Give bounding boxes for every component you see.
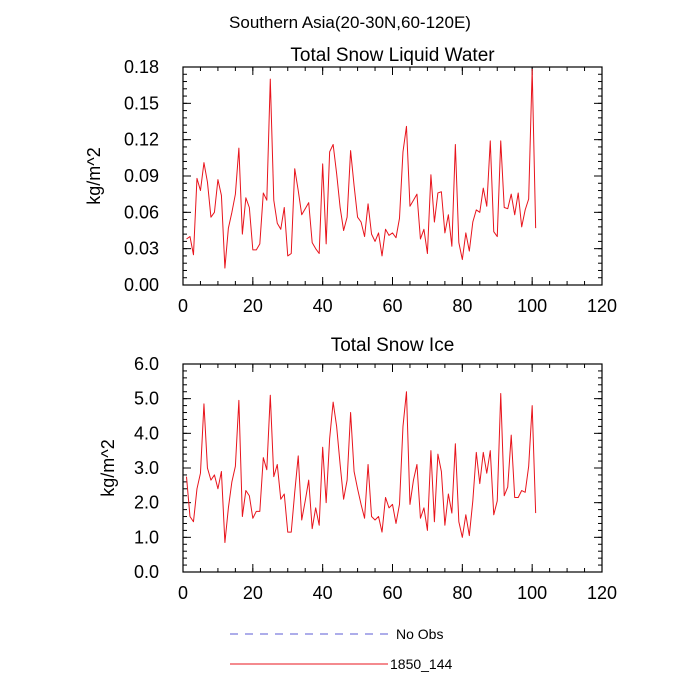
y-tick-label: 2.0 (134, 493, 159, 513)
x-tick-label: 120 (587, 583, 617, 603)
y-tick-label: 0.12 (124, 130, 159, 150)
x-tick-label: 80 (452, 296, 472, 316)
legend-label-1850-144: 1850_144 (390, 656, 453, 672)
x-tick-label: 20 (243, 296, 263, 316)
x-tick-label: 60 (382, 583, 402, 603)
y-tick-label: 5.0 (134, 389, 159, 409)
x-tick-label: 80 (452, 583, 472, 603)
plot-frame (182, 66, 603, 286)
x-tick-label: 100 (517, 583, 547, 603)
x-tick-label: 20 (243, 583, 263, 603)
figure-title: Southern Asia(20-30N,60-120E) (229, 13, 471, 32)
y-tick-label: 3.0 (134, 458, 159, 478)
y-tick-label: 0.09 (124, 166, 159, 186)
y-tick-label: 0.18 (124, 57, 159, 77)
y-tick-label: 0.0 (134, 562, 159, 582)
y-axis-label: kg/m^2 (98, 439, 118, 496)
y-tick-label: 6.0 (134, 354, 159, 374)
chart-panel-1: Total Snow Liquid Water 0 20 40 60 80 100 120 0.… (84, 45, 617, 316)
y-tick-label: 1.0 (134, 527, 159, 547)
y-axis-label: kg/m^2 (84, 147, 104, 204)
chart-title: Total Snow Liquid Water (290, 45, 495, 66)
y-tick-label: 4.0 (134, 423, 159, 443)
x-tick-label: 40 (313, 583, 333, 603)
series-line (186, 68, 537, 269)
y-tick-label: 0.00 (124, 275, 159, 295)
x-tick-label: 0 (178, 296, 188, 316)
x-tick-label: 100 (517, 296, 547, 316)
y-tick-label: 0.03 (124, 239, 159, 259)
x-tick-label: 120 (587, 296, 617, 316)
chart-title: Total Snow Ice (331, 335, 455, 356)
plot-frame (182, 363, 603, 573)
series-line (185, 391, 537, 544)
y-tick-label: 0.15 (124, 93, 159, 113)
x-tick-label: 60 (382, 296, 402, 316)
x-tick-label: 40 (313, 296, 333, 316)
chart-panel-2: Total Snow Ice 0 20 40 60 80 100 120 0.0 1.0 2.0 3.… (98, 335, 617, 603)
x-tick-label: 0 (178, 583, 188, 603)
y-tick-label: 0.06 (124, 202, 159, 222)
legend-label-no-obs: No Obs (396, 626, 443, 642)
legend: No Obs 1850_144 (230, 626, 453, 672)
